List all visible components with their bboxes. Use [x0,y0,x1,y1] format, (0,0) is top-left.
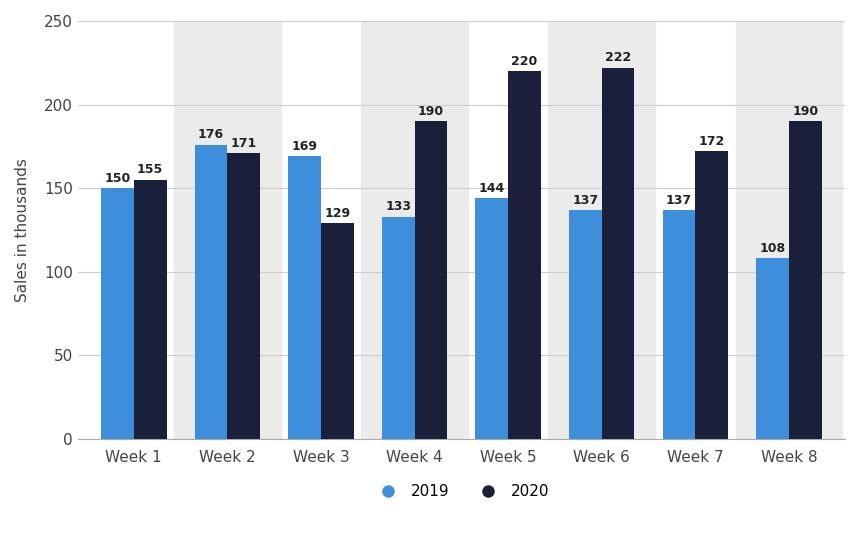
Text: 155: 155 [137,163,163,177]
Bar [476,198,508,439]
Text: 190: 190 [792,105,819,118]
Text: 108: 108 [759,242,785,255]
Bar [382,217,415,439]
Bar [361,21,468,439]
Legend: 2019, 2020: 2019, 2020 [366,476,557,507]
Text: 137: 137 [666,194,692,207]
Bar [194,145,227,439]
Text: 137: 137 [572,194,599,207]
Bar [695,151,728,439]
Bar [227,153,260,439]
Text: 144: 144 [479,182,505,195]
Bar [288,156,321,439]
Text: 150: 150 [104,172,131,185]
Bar [756,258,789,439]
Text: 169: 169 [292,140,317,153]
Text: 222: 222 [605,52,631,64]
Bar [415,122,447,439]
Bar [508,71,541,439]
Bar [602,68,635,439]
Y-axis label: Sales in thousands: Sales in thousands [15,158,30,302]
Bar [549,21,655,439]
Bar [789,122,821,439]
Bar [134,180,167,439]
Text: 133: 133 [385,200,411,213]
Bar [662,210,695,439]
Text: 176: 176 [198,128,224,141]
Bar [174,21,280,439]
Text: 129: 129 [324,207,350,220]
Bar [101,188,134,439]
Text: 220: 220 [512,55,538,68]
Text: 171: 171 [230,137,257,150]
Text: 172: 172 [698,135,725,148]
Text: 190: 190 [418,105,444,118]
Bar [735,21,842,439]
Bar [321,223,353,439]
Bar [569,210,602,439]
